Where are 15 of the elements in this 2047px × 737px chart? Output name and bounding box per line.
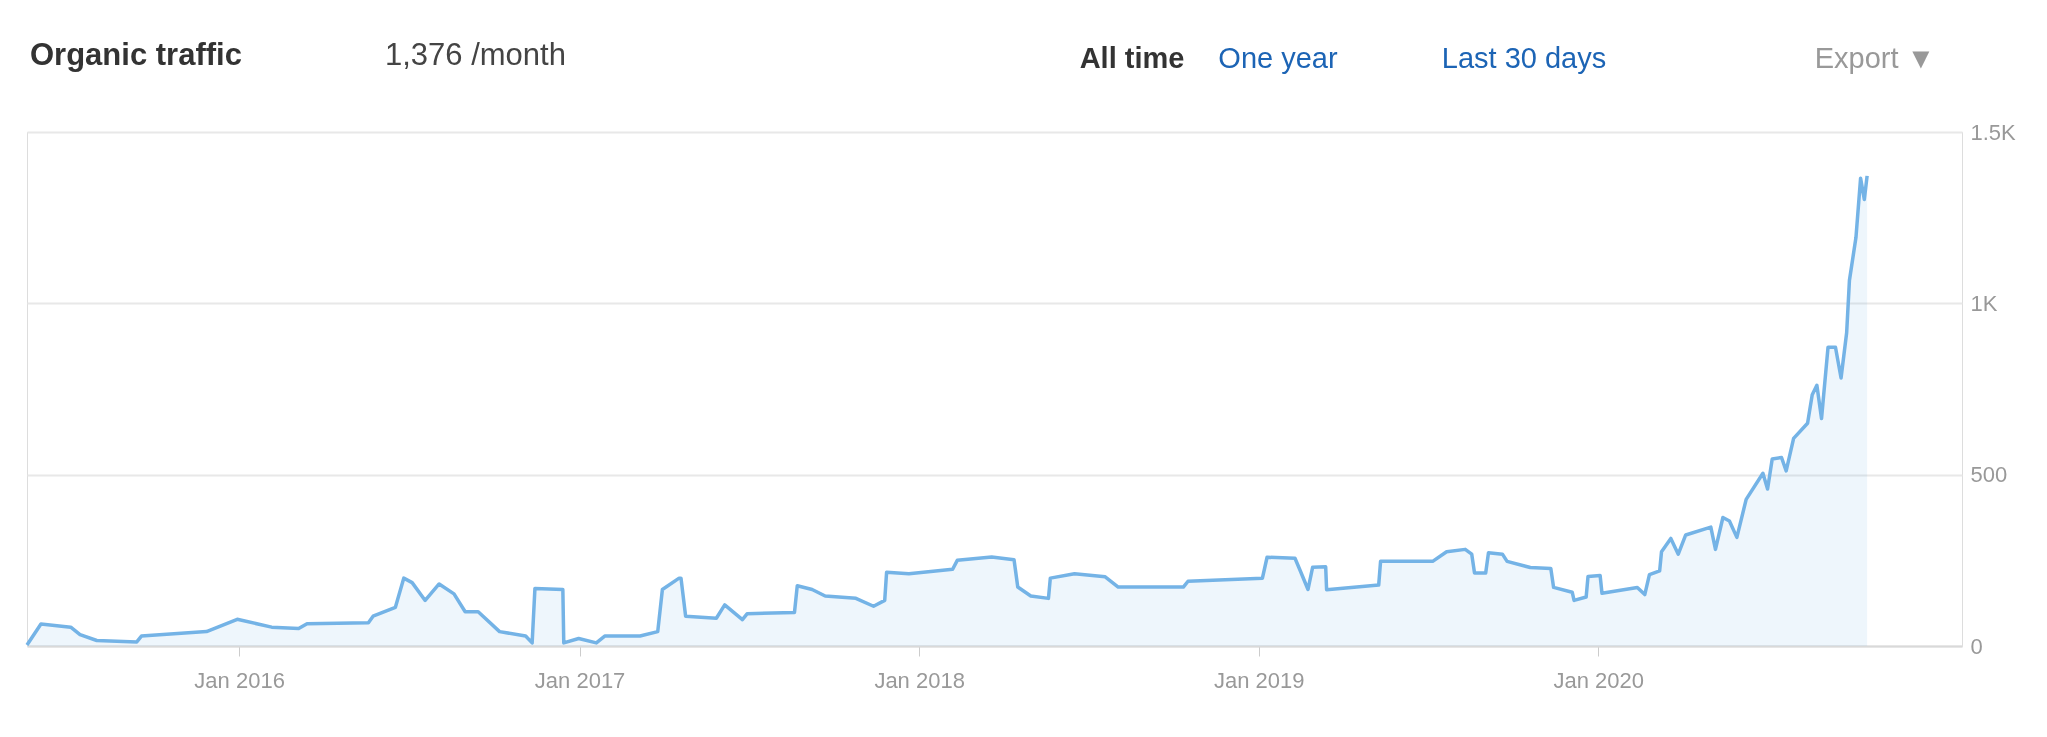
text: Export ▼ xyxy=(1814,42,1936,74)
chart-subtitle: 1,376 /month xyxy=(385,37,566,72)
y-tick-label: 500 xyxy=(1970,462,2008,488)
x-tick-label: Jan 2016 xyxy=(194,667,285,693)
x-tick-label: Jan 2020 xyxy=(1553,667,1645,693)
text: All time xyxy=(1079,42,1185,74)
x-tick-label: Jan 2019 xyxy=(1213,667,1305,693)
y-tick-label: 1K xyxy=(1970,290,1998,316)
text: Last 30 days xyxy=(1441,42,1607,74)
text: One year xyxy=(1218,42,1338,74)
y-tick-label: 0 xyxy=(1970,633,1983,659)
x-tick-label: Jan 2017 xyxy=(534,667,626,693)
chart-title: Organic traffic xyxy=(30,37,242,72)
x-tick-label: Jan 2018 xyxy=(874,667,965,693)
y-tick-label: 1.5K xyxy=(1970,119,2017,145)
